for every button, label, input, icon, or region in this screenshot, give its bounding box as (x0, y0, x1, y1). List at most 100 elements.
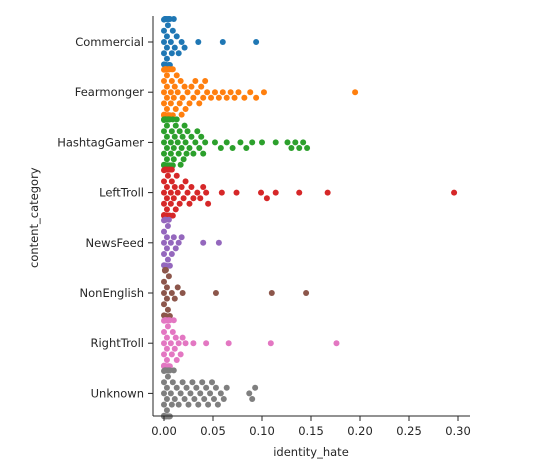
data-point (173, 33, 180, 40)
data-point (168, 178, 175, 185)
data-point (162, 267, 169, 273)
data-point (161, 27, 167, 34)
data-point (163, 295, 170, 302)
data-point (169, 212, 176, 219)
data-point (209, 379, 216, 386)
data-point (163, 245, 170, 252)
data-point (177, 351, 184, 358)
data-point (192, 139, 199, 146)
data-point (212, 384, 219, 391)
data-point (259, 139, 265, 146)
data-point (182, 106, 189, 112)
y-axis-title: content_category (27, 167, 41, 268)
data-point (169, 66, 176, 73)
data-point (188, 83, 195, 90)
data-point (179, 290, 186, 296)
x-tick-label: 0.05 (200, 424, 226, 438)
data-point (169, 27, 176, 34)
data-point (263, 195, 270, 202)
data-point (201, 396, 208, 402)
data-point (161, 390, 167, 397)
data-point (163, 33, 170, 40)
data-point (223, 94, 230, 101)
data-point (258, 189, 265, 196)
data-point (196, 145, 203, 151)
data-point (163, 156, 170, 163)
y-tick-label: Fearmonger (75, 85, 145, 99)
x-tick-label: 0.25 (396, 424, 422, 438)
data-point (183, 150, 190, 157)
data-point (212, 290, 219, 296)
data-point (175, 50, 182, 57)
data-point (267, 340, 274, 347)
data-point (194, 128, 201, 135)
data-point (284, 139, 291, 146)
data-point (161, 128, 167, 135)
data-point (168, 166, 175, 173)
data-point (161, 340, 167, 347)
data-point (188, 133, 195, 140)
data-point (167, 39, 174, 45)
data-point (243, 145, 250, 151)
data-point (163, 44, 170, 51)
data-point (205, 200, 212, 207)
data-point (163, 195, 170, 202)
data-point (173, 116, 180, 123)
data-point (272, 139, 279, 146)
data-point (164, 172, 171, 179)
data-point (171, 345, 178, 352)
data-point (166, 262, 173, 269)
data-point (178, 184, 185, 190)
data-point (161, 139, 167, 146)
data-point (229, 145, 236, 151)
x-axis-ticks: 0.00 0.05 0.10 0.15 0.20 0.25 0.30 (151, 416, 471, 438)
data-point (167, 239, 174, 246)
data-point (189, 379, 196, 386)
data-point (168, 251, 175, 257)
data-point (223, 384, 230, 391)
data-point (247, 89, 254, 96)
data-point (211, 139, 218, 146)
data-point (180, 156, 187, 163)
data-point (260, 89, 267, 96)
data-point (167, 200, 174, 207)
data-point (165, 216, 172, 223)
data-point (202, 78, 209, 84)
data-point (164, 22, 171, 29)
y-tick-label: Commercial (75, 35, 144, 49)
data-point (182, 178, 189, 185)
data-point (179, 133, 186, 140)
data-point (176, 200, 183, 207)
data-point (183, 384, 190, 391)
data-point (219, 39, 226, 45)
data-point (180, 195, 187, 202)
data-point (170, 16, 177, 22)
data-point (161, 178, 167, 185)
data-point (164, 256, 171, 263)
data-point (164, 223, 171, 229)
data-point (303, 290, 310, 296)
data-point (181, 396, 188, 402)
data-point (164, 373, 171, 380)
data-point (176, 128, 183, 135)
data-point (175, 401, 182, 408)
data-point (167, 139, 174, 146)
data-point (163, 122, 170, 129)
data-point (167, 89, 174, 96)
data-point (161, 89, 167, 96)
data-point (231, 94, 238, 101)
y-tick-label: Unknown (91, 386, 144, 400)
data-point (190, 150, 197, 157)
data-point (200, 184, 207, 190)
data-point (199, 379, 206, 386)
data-point (178, 111, 185, 118)
data-point (200, 94, 207, 101)
data-point (200, 239, 207, 246)
data-point (205, 401, 212, 408)
data-point (198, 83, 205, 90)
data-point (161, 351, 167, 358)
x-tick-label: 0.15 (298, 424, 324, 438)
data-point (179, 334, 186, 341)
data-point (352, 89, 359, 96)
data-point (171, 396, 178, 402)
